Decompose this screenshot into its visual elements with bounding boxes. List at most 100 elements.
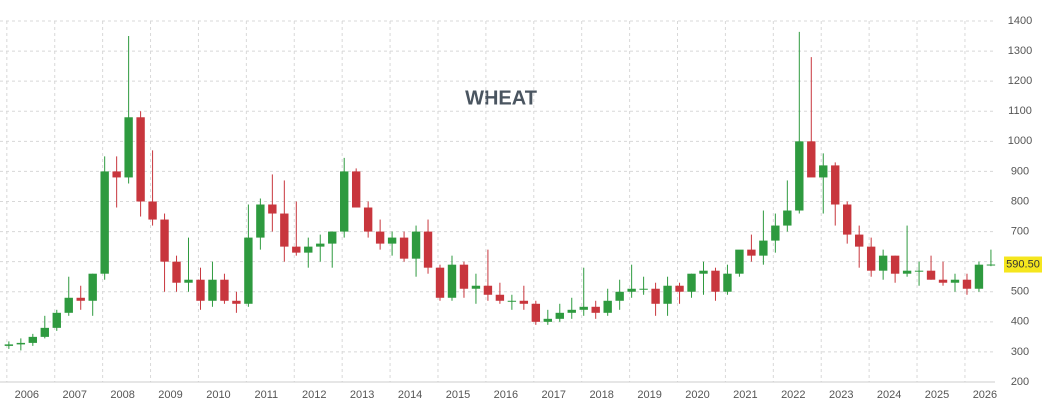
- candle-body: [316, 243, 325, 247]
- x-tick-label: 2010: [206, 389, 230, 401]
- candle-body: [950, 279, 960, 283]
- x-tick-label: 2008: [110, 389, 134, 401]
- candle-body: [292, 246, 301, 253]
- x-tick-label: 2016: [494, 389, 518, 401]
- candle-body: [64, 297, 73, 313]
- x-tick-label: 2007: [62, 389, 86, 401]
- candle-body: [902, 270, 912, 274]
- y-tick-label: 300: [1011, 346, 1029, 358]
- candle-body: [890, 255, 900, 274]
- candle-body: [543, 318, 552, 322]
- candle-body: [76, 297, 85, 301]
- candle-body: [579, 306, 588, 310]
- x-tick-label: 2012: [302, 389, 326, 401]
- candle-body: [172, 261, 181, 283]
- y-tick-label: 800: [1011, 195, 1029, 207]
- candle-body: [459, 264, 469, 289]
- candle-body: [184, 279, 193, 283]
- candle-body: [423, 231, 433, 268]
- x-tick-label: 2023: [829, 389, 853, 401]
- candle-body: [52, 312, 61, 328]
- y-tick-label: 200: [1011, 376, 1029, 388]
- x-tick-label: 2026: [973, 389, 997, 401]
- candle-body: [807, 141, 816, 178]
- candle-body: [914, 270, 924, 272]
- last-price-label: 590.50: [1006, 258, 1040, 270]
- x-tick-label: 2009: [158, 389, 182, 401]
- candle-body: [567, 309, 576, 313]
- candle-body: [675, 285, 684, 292]
- y-tick-label: 1400: [1008, 15, 1032, 27]
- x-tick-label: 2021: [733, 389, 757, 401]
- x-tick-label: 2006: [15, 389, 39, 401]
- candle-body: [878, 255, 888, 271]
- y-tick-label: 400: [1011, 316, 1029, 328]
- candle-body: [483, 285, 493, 295]
- candle-body: [244, 237, 253, 304]
- candle-body: [88, 273, 97, 301]
- x-tick-label: 2015: [446, 389, 470, 401]
- candle-body: [387, 237, 397, 244]
- candle-body: [471, 285, 481, 289]
- candle-body: [375, 231, 385, 244]
- candle-body: [699, 270, 708, 274]
- candle-body: [938, 279, 948, 283]
- candle-body: [232, 300, 241, 304]
- y-tick-label: 1000: [1008, 135, 1032, 147]
- candle-body: [304, 246, 313, 253]
- x-tick-label: 2020: [685, 389, 709, 401]
- candle-body: [196, 279, 205, 301]
- candle-body: [603, 300, 612, 313]
- x-tick-label: 2019: [637, 389, 661, 401]
- candle-body: [591, 306, 600, 313]
- candle-body: [962, 279, 972, 289]
- candle-body: [40, 327, 49, 337]
- candle-body: [208, 279, 217, 301]
- candle-body: [723, 273, 732, 292]
- candle-body: [926, 270, 936, 280]
- candle-body: [328, 231, 337, 244]
- candle-body: [112, 171, 121, 178]
- candle-body: [531, 303, 541, 322]
- candle-body: [735, 249, 744, 274]
- candle-body: [124, 117, 133, 178]
- candle-body: [795, 141, 804, 211]
- y-tick-label: 700: [1011, 225, 1029, 237]
- candle-body: [711, 270, 720, 292]
- x-tick-label: 2022: [781, 389, 805, 401]
- candle-body: [351, 171, 361, 208]
- candle-body: [974, 264, 984, 289]
- candle-body: [268, 204, 277, 214]
- candle-body: [986, 264, 996, 266]
- candle-body: [220, 279, 229, 301]
- candle-body: [651, 288, 660, 304]
- candle-body: [148, 201, 157, 220]
- candle-body: [100, 171, 109, 274]
- candle-body: [627, 288, 636, 292]
- candle-body: [340, 171, 349, 232]
- x-tick-label: 2017: [542, 389, 566, 401]
- candle-body: [639, 288, 648, 290]
- candle-body: [519, 300, 529, 304]
- y-tick-label: 1300: [1008, 45, 1032, 57]
- candle-body: [363, 207, 373, 232]
- candle-body: [4, 344, 14, 346]
- candle-body: [399, 237, 409, 259]
- candle-body: [866, 246, 876, 271]
- candle-body: [256, 204, 265, 238]
- y-tick-label: 1200: [1008, 75, 1032, 87]
- candle-body: [507, 300, 517, 302]
- y-tick-label: 900: [1011, 165, 1029, 177]
- y-tick-label: 500: [1011, 286, 1029, 298]
- candle-body: [615, 291, 624, 301]
- candle-body: [411, 231, 421, 259]
- last-price-box: [1004, 256, 1042, 273]
- candle-body: [447, 264, 457, 298]
- candle-body: [160, 219, 169, 262]
- candle-body: [687, 273, 696, 292]
- x-tick-label: 2011: [255, 389, 279, 401]
- x-tick-label: 2014: [398, 389, 422, 401]
- candle-body: [771, 225, 780, 241]
- candle-body: [28, 336, 38, 343]
